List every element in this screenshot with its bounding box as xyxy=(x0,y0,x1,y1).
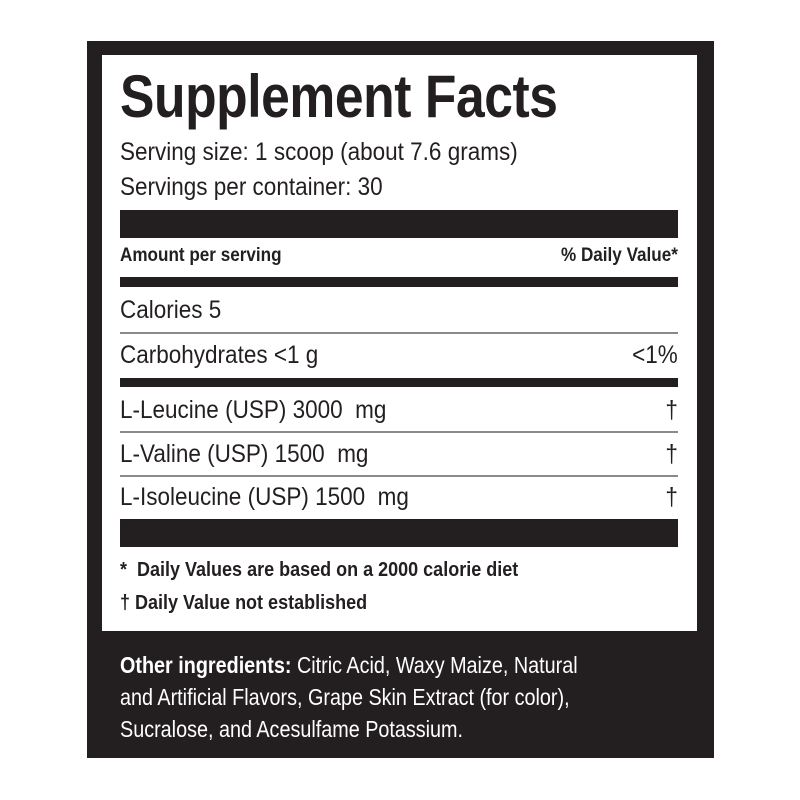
other-ingredients-line-1: Other ingredients: Citric Acid, Waxy Mai… xyxy=(120,649,578,681)
row-carbohydrates-dv: <1% xyxy=(632,341,678,369)
divider-thin xyxy=(120,475,678,477)
servings-per-container: Servings per container: 30 xyxy=(120,173,383,201)
other-ingredients-label: Other ingredients: xyxy=(120,652,292,678)
row-leucine-dv: † xyxy=(665,396,678,424)
other-ingredients-text: Citric Acid, Waxy Maize, Natural xyxy=(291,652,578,678)
divider-thick xyxy=(120,378,678,387)
divider-thin xyxy=(120,431,678,433)
row-calories: Calories 5 xyxy=(120,296,222,324)
row-valine-dv: † xyxy=(665,440,678,468)
other-ingredients-line-2: and Artificial Flavors, Grape Skin Extra… xyxy=(120,684,570,710)
row-isoleucine-dv: † xyxy=(665,483,678,511)
row-leucine: L-Leucine (USP) 3000 mg xyxy=(120,396,387,424)
daily-value-header: % Daily Value* xyxy=(561,245,678,266)
divider-bar xyxy=(120,519,678,547)
footnote-daily-values: * Daily Values are based on a 2000 calor… xyxy=(120,559,519,581)
row-valine: L-Valine (USP) 1500 mg xyxy=(120,440,369,468)
divider-thin xyxy=(120,332,678,334)
page-title: Supplement Facts xyxy=(120,63,558,130)
footnote-not-established: † Daily Value not established xyxy=(120,592,368,614)
row-carbohydrates: Carbohydrates <1 g xyxy=(120,341,319,369)
divider-thick xyxy=(120,277,678,287)
divider-bar xyxy=(120,210,678,238)
amount-per-serving-header: Amount per serving xyxy=(120,245,282,266)
serving-size: Serving size: 1 scoop (about 7.6 grams) xyxy=(120,138,518,166)
other-ingredients-line-3: Sucralose, and Acesulfame Potassium. xyxy=(120,716,464,742)
row-isoleucine: L-Isoleucine (USP) 1500 mg xyxy=(120,483,409,511)
